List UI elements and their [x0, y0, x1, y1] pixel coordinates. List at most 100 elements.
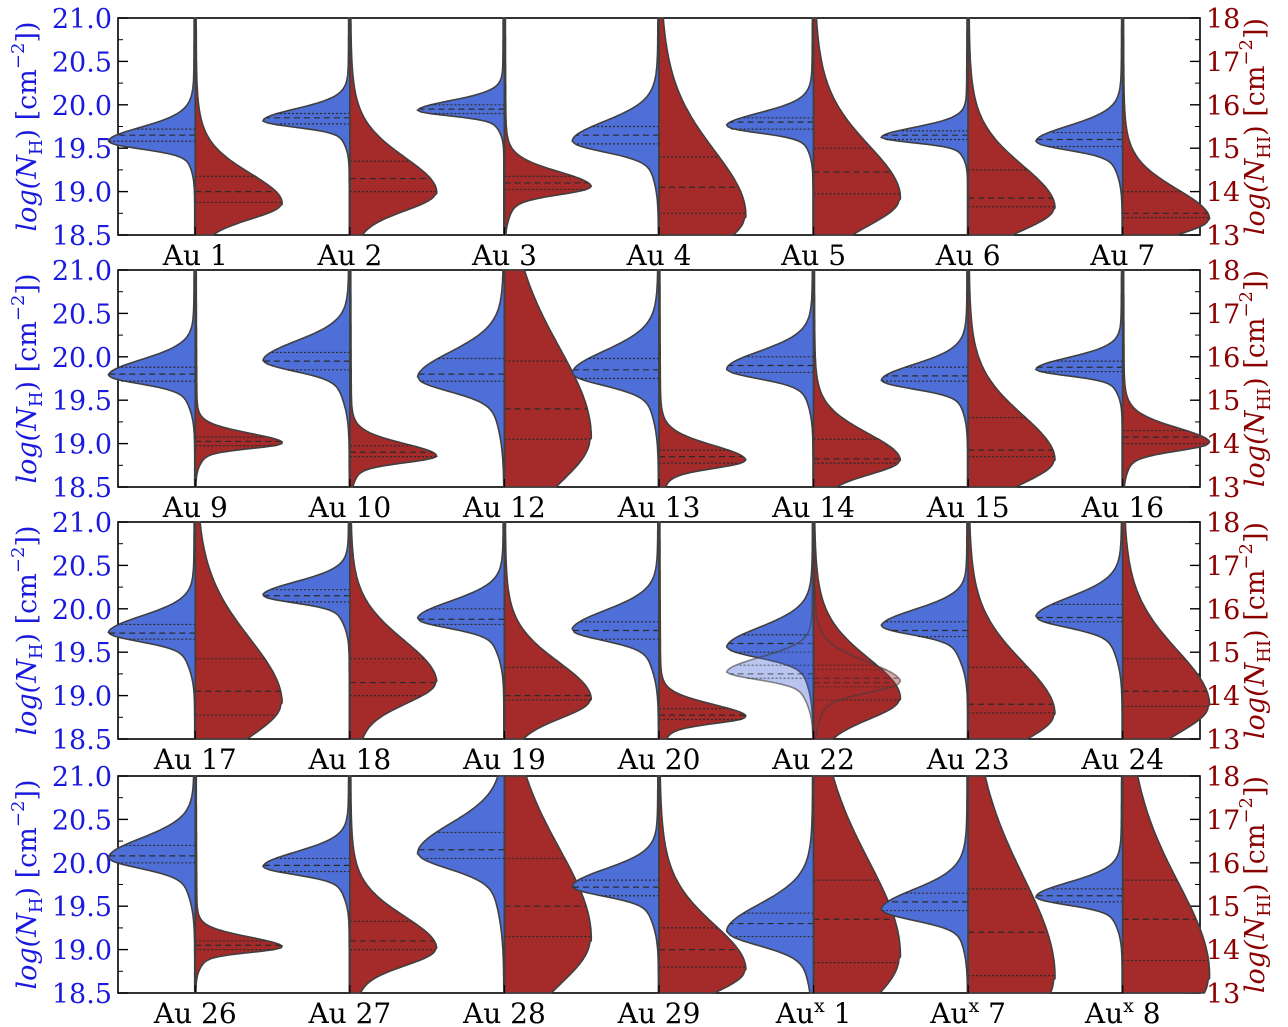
- right-axis-label-part: −2: [1236, 291, 1257, 318]
- category-label: Au 20: [617, 743, 701, 776]
- left-tick-label: 19.0: [52, 430, 112, 461]
- left-axis-label-part: −2: [8, 801, 29, 828]
- nh-violin: [261, 775, 351, 994]
- right-axis-label-part: ) [cm: [1240, 824, 1271, 894]
- nhi-violin: [812, 521, 902, 740]
- right-tick-label: 14: [1206, 682, 1240, 713]
- category-label: Au 26: [153, 997, 237, 1027]
- halo-violin-group: Au 12: [416, 269, 593, 524]
- left-tick-label: 20.0: [52, 849, 112, 880]
- left-axis-label-part: ]): [12, 21, 43, 42]
- right-tick-label: 13: [1206, 221, 1240, 252]
- left-axis-label-part: log(N: [12, 154, 43, 232]
- left-axis-label-part: H: [26, 391, 47, 407]
- left-tick-label: 19.5: [52, 386, 112, 417]
- right-axis-label-part: log(N: [1240, 409, 1271, 487]
- nhi-violin: [194, 521, 283, 740]
- left-axis-label-part: H: [26, 643, 47, 659]
- nh-violin: [107, 269, 197, 488]
- right-axis-label-part: ) [cm: [1240, 66, 1271, 136]
- category-label: Au 24: [1080, 743, 1164, 776]
- left-tick-label: 19.5: [52, 134, 112, 165]
- left-tick-label: 21.0: [52, 508, 112, 539]
- left-axis-label-part: log(N: [12, 406, 43, 484]
- category-label: Au 5: [780, 239, 846, 272]
- nhi-violin: [967, 17, 1056, 236]
- left-axis-label-part: log(N: [12, 912, 43, 990]
- halo-violin-group: Au 15: [880, 269, 1056, 524]
- right-tick-label: 15: [1206, 892, 1240, 923]
- right-tick-label: 18: [1206, 4, 1240, 35]
- nhi-violin: [1121, 775, 1211, 994]
- nhi-violin: [812, 775, 902, 994]
- right-tick-label: 15: [1206, 134, 1240, 165]
- panel-row-3: 18.519.019.520.020.521.0131415161718log(…: [8, 508, 1275, 776]
- left-tick-label: 21.0: [52, 762, 112, 793]
- right-tick-label: 17: [1206, 551, 1240, 582]
- halo-violin-group: Au 4: [571, 17, 747, 272]
- left-axis-label: log(NH) [cm−2]): [8, 779, 47, 989]
- nh-violin: [416, 17, 506, 236]
- category-label: Au 13: [617, 491, 701, 524]
- nhi-violin: [1121, 17, 1211, 236]
- right-tick-label: 14: [1206, 936, 1240, 967]
- halo-violin-group: Au 14: [725, 269, 902, 524]
- right-axis-label-part: ]): [1240, 270, 1271, 291]
- halo-violin-group: Au 29: [571, 775, 747, 1027]
- category-label: Au 19: [462, 743, 546, 776]
- right-axis-label-part: −2: [1236, 39, 1257, 66]
- left-axis-label-part: ]): [12, 779, 43, 800]
- right-tick-label: 14: [1206, 430, 1240, 461]
- right-tick-label: 18: [1206, 508, 1240, 539]
- right-axis-label-part: HI: [1254, 388, 1275, 411]
- left-tick-label: 18.5: [52, 473, 112, 504]
- left-axis-label-part: ) [cm: [12, 573, 43, 643]
- right-axis-label-part: ]): [1240, 18, 1271, 39]
- nhi-violin: [503, 17, 593, 236]
- nh-violin: [725, 521, 815, 740]
- category-label: Au 12: [462, 491, 546, 524]
- left-axis-label-part: ) [cm: [12, 321, 43, 391]
- right-axis-label-part: −2: [1236, 543, 1257, 570]
- category-label: Aux 8: [1084, 995, 1161, 1027]
- nh-violin: [416, 775, 506, 994]
- left-tick-label: 21.0: [52, 256, 112, 287]
- right-tick-label: 14: [1206, 178, 1240, 209]
- left-axis-label-part: −2: [8, 43, 29, 70]
- left-axis-label-part: H: [26, 897, 47, 913]
- category-label: Au 16: [1080, 491, 1164, 524]
- halo-violin-group: Au 13: [571, 269, 747, 524]
- nhi-violin: [194, 17, 283, 236]
- halo-violin-group: Au 18: [262, 521, 438, 776]
- left-tick-label: 20.5: [52, 299, 112, 330]
- left-tick-label: 20.5: [52, 805, 112, 836]
- halo-violin-group: Aux 1: [725, 775, 902, 1027]
- nhi-violin: [658, 775, 747, 994]
- left-tick-label: 18.5: [52, 725, 112, 756]
- category-label: Au 27: [307, 997, 391, 1027]
- left-tick-label: 19.5: [52, 892, 112, 923]
- halo-violin-group: Au 17: [107, 521, 283, 776]
- right-axis-label-part: log(N: [1240, 157, 1271, 235]
- halo-violin-group: Au 24: [1034, 521, 1211, 776]
- right-tick-label: 18: [1206, 762, 1240, 793]
- left-tick-label: 19.5: [52, 638, 112, 669]
- halo-violin-group: Au 3: [416, 17, 593, 272]
- nhi-violin: [503, 269, 593, 488]
- nhi-violin: [812, 17, 902, 236]
- right-tick-label: 16: [1206, 849, 1240, 880]
- right-tick-label: 16: [1206, 595, 1240, 626]
- nhi-violin: [503, 521, 593, 740]
- halo-violin-group: Au 9: [107, 269, 283, 524]
- panel-row-1: 18.519.019.520.020.521.0131415161718log(…: [8, 4, 1275, 272]
- nh-violin: [725, 775, 815, 994]
- right-axis-label: log(NHI) [cm−2]): [1236, 270, 1275, 487]
- category-label: Au 18: [307, 743, 391, 776]
- category-label: Au 28: [462, 997, 546, 1027]
- halo-violin-group: Au 2: [261, 17, 438, 272]
- category-label: Aux 1: [775, 995, 852, 1027]
- halo-violin-group: Au 7: [1034, 17, 1211, 272]
- nhi-violin: [349, 17, 438, 236]
- category-label: Au 6: [935, 239, 1001, 272]
